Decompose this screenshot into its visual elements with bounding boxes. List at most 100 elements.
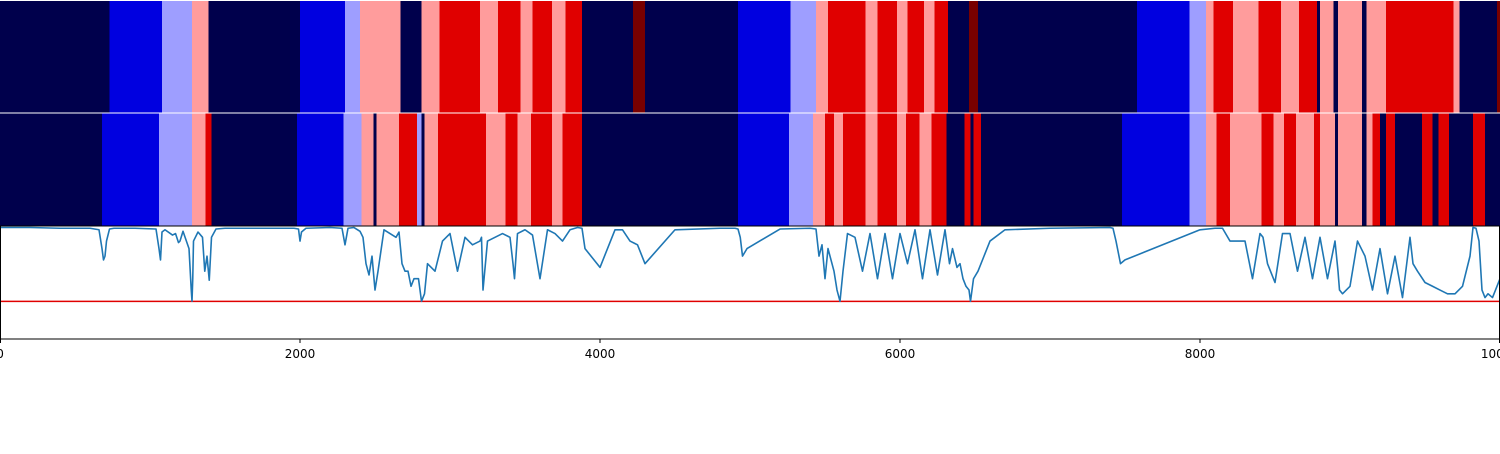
state-segment xyxy=(562,113,583,226)
state-segment xyxy=(1473,113,1486,226)
state-segment xyxy=(907,1,925,113)
state-segment xyxy=(192,1,209,113)
state-segment xyxy=(1362,1,1367,113)
state-segment xyxy=(934,1,949,113)
state-segment xyxy=(1281,1,1300,113)
state-segment xyxy=(645,1,739,113)
state-segment xyxy=(211,113,298,226)
state-segment xyxy=(532,1,553,113)
state-segment xyxy=(109,1,163,113)
state-segment xyxy=(486,113,506,226)
state-segment xyxy=(505,113,518,226)
state-segment xyxy=(1338,1,1363,113)
state-segment xyxy=(373,113,377,226)
state-segment xyxy=(897,1,908,113)
state-segment xyxy=(1362,113,1367,226)
state-segment xyxy=(1296,113,1315,226)
state-segment xyxy=(1366,1,1387,113)
state-segment xyxy=(1422,113,1433,226)
state-segment xyxy=(865,113,878,226)
state-segment xyxy=(1230,113,1262,226)
state-segment xyxy=(159,113,193,226)
state-segment xyxy=(973,113,982,226)
state-segment xyxy=(964,113,971,226)
state-segment xyxy=(0,113,103,226)
state-segment xyxy=(789,113,814,226)
state-segment xyxy=(208,1,301,113)
state-segment xyxy=(565,1,583,113)
state-segment xyxy=(376,113,400,226)
state-segment xyxy=(480,1,499,113)
state-segment xyxy=(582,113,739,226)
state-segment xyxy=(1443,1,1454,113)
x-tick-label: 0 xyxy=(0,347,4,361)
state-segment xyxy=(421,1,440,113)
state-segment xyxy=(1386,113,1396,226)
state-segment xyxy=(813,113,826,226)
state-segment xyxy=(343,113,362,226)
state-segment xyxy=(1258,1,1282,113)
state-segment xyxy=(162,1,193,113)
x-tick-label: 6000 xyxy=(885,347,916,361)
state-segment xyxy=(1137,1,1190,113)
state-segment xyxy=(906,113,920,226)
state-segment xyxy=(865,1,878,113)
state-segment xyxy=(897,113,907,226)
x-axis: 0 2000 4000 6000 8000 10000 xyxy=(0,339,1500,361)
state-segment xyxy=(421,113,425,226)
state-segment xyxy=(1206,1,1214,113)
state-segment xyxy=(825,113,835,226)
state-segment xyxy=(1372,113,1381,226)
state-segment xyxy=(1338,113,1342,226)
state-segment xyxy=(1341,113,1363,226)
state-segment xyxy=(1189,113,1207,226)
state-segment xyxy=(1459,1,1498,113)
state-segment xyxy=(438,113,487,226)
state-segment xyxy=(424,113,428,226)
state-segment xyxy=(1206,113,1217,226)
state-segment xyxy=(633,1,646,113)
state-segment xyxy=(1317,1,1321,113)
state-segment xyxy=(946,113,965,226)
state-segment xyxy=(582,1,634,113)
state-segment xyxy=(417,113,422,226)
state-segment xyxy=(300,1,346,113)
state-segment xyxy=(1497,1,1500,113)
state-segment xyxy=(877,1,898,113)
state-segment xyxy=(1261,113,1274,226)
state-segment xyxy=(360,1,401,113)
state-segment xyxy=(931,113,947,226)
state-segment xyxy=(834,113,844,226)
state-segment xyxy=(1386,1,1444,113)
state-segment xyxy=(1233,1,1259,113)
state-segment xyxy=(1432,113,1439,226)
state-segment xyxy=(297,113,344,226)
state-segment xyxy=(1122,113,1190,226)
state-segment xyxy=(1299,1,1318,113)
x-tick-label: 2000 xyxy=(285,347,316,361)
state-segment xyxy=(843,113,866,226)
state-segment xyxy=(1449,113,1474,226)
state-segment xyxy=(361,113,374,226)
x-tick-label: 4000 xyxy=(585,347,616,361)
state-segment xyxy=(981,113,1123,226)
state-segment xyxy=(1314,113,1321,226)
state-segment xyxy=(969,1,979,113)
state-segment xyxy=(399,113,407,226)
state-segment xyxy=(924,1,935,113)
state-segment xyxy=(105,113,160,226)
state-segment xyxy=(1485,113,1500,226)
state-segment xyxy=(517,113,532,226)
line-panel-background xyxy=(0,226,1500,339)
state-segment xyxy=(1366,113,1373,226)
state-segment xyxy=(978,1,1138,113)
state-segment xyxy=(439,1,481,113)
state-segment xyxy=(790,1,817,113)
state-segment xyxy=(531,113,553,226)
state-row-middle xyxy=(0,113,1500,226)
state-segment xyxy=(1333,1,1339,113)
state-segment xyxy=(1335,113,1339,226)
state-segment xyxy=(1380,113,1387,226)
state-segment xyxy=(877,113,898,226)
state-segment xyxy=(552,1,566,113)
